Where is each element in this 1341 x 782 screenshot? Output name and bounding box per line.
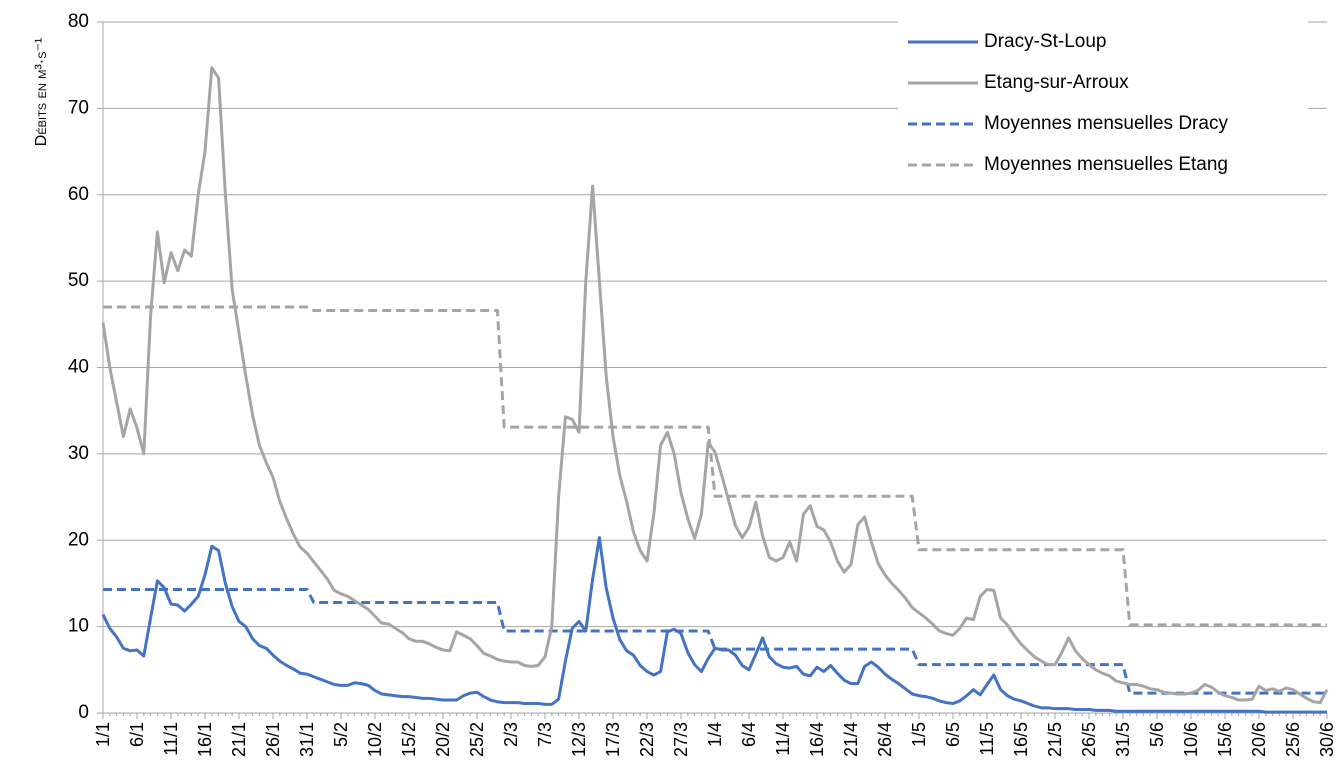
x-tick-label: 16/1 bbox=[195, 722, 215, 757]
x-tick-label: 5/6 bbox=[1147, 722, 1167, 747]
x-tick-label: 31/5 bbox=[1113, 722, 1133, 757]
x-tick-label: 5/2 bbox=[331, 722, 351, 747]
x-tick-label: 20/6 bbox=[1249, 722, 1269, 757]
y-tick-label: 10 bbox=[68, 616, 89, 637]
x-tick-label: 26/5 bbox=[1079, 722, 1099, 757]
x-tick-label: 27/3 bbox=[671, 722, 691, 757]
x-tick-label: 1/1 bbox=[93, 722, 113, 747]
y-tick-label: 80 bbox=[68, 11, 89, 32]
x-tick-label: 25/2 bbox=[467, 722, 487, 757]
x-tick-label: 6/1 bbox=[127, 722, 147, 747]
legend-label: Moyennes mensuelles Dracy bbox=[984, 113, 1228, 134]
x-tick-label: 10/6 bbox=[1181, 722, 1201, 757]
x-tick-label: 26/1 bbox=[263, 722, 283, 757]
x-tick-label: 21/1 bbox=[229, 722, 249, 757]
x-tick-label: 21/5 bbox=[1045, 722, 1065, 757]
x-tick-label: 11/1 bbox=[161, 722, 181, 756]
legend-label: Etang-sur-Arroux bbox=[984, 72, 1129, 93]
series-line bbox=[101, 66, 1329, 705]
x-tick-label: 15/2 bbox=[399, 722, 419, 757]
x-tick-label: 6/4 bbox=[739, 722, 759, 747]
y-tick-label: 70 bbox=[68, 97, 89, 118]
series-line bbox=[103, 305, 1327, 627]
x-tick-label: 26/4 bbox=[875, 722, 895, 757]
y-axis-label: Débits en m³·s⁻¹ bbox=[33, 38, 50, 146]
y-tick-label: 0 bbox=[78, 702, 89, 723]
x-tick-label: 20/2 bbox=[433, 722, 453, 757]
x-tick-label: 31/1 bbox=[297, 722, 317, 757]
series-line bbox=[103, 587, 1327, 695]
legend-label: Moyennes mensuelles Etang bbox=[984, 154, 1228, 175]
x-tick-label: 10/2 bbox=[365, 722, 385, 757]
x-tick-label: 16/4 bbox=[807, 722, 827, 757]
x-tick-label: 2/3 bbox=[501, 722, 521, 747]
x-tick-label: 11/4 bbox=[773, 722, 793, 756]
series-line bbox=[101, 536, 1327, 714]
x-tick-label: 11/5 bbox=[977, 722, 997, 756]
x-tick-label: 21/4 bbox=[841, 722, 861, 757]
x-tick-label: 6/5 bbox=[943, 722, 963, 747]
x-tick-label: 15/6 bbox=[1215, 722, 1235, 757]
x-tick-label: 1/5 bbox=[909, 722, 929, 747]
x-tick-label: 16/5 bbox=[1011, 722, 1031, 757]
x-tick-label: 7/3 bbox=[535, 722, 555, 747]
y-tick-label: 20 bbox=[68, 529, 89, 550]
x-tick-label: 30/6 bbox=[1317, 722, 1337, 757]
y-tick-label: 50 bbox=[68, 270, 89, 291]
y-tick-label: 60 bbox=[68, 184, 89, 205]
x-tick-label: 1/4 bbox=[705, 722, 725, 747]
legend-label: Dracy-St-Loup bbox=[984, 31, 1107, 52]
x-tick-label: 17/3 bbox=[603, 722, 623, 757]
x-tick-label: 12/3 bbox=[569, 722, 589, 757]
x-tick-label: 22/3 bbox=[637, 722, 657, 757]
y-tick-label: 30 bbox=[68, 443, 89, 464]
y-tick-label: 40 bbox=[68, 357, 89, 378]
x-tick-label: 25/6 bbox=[1283, 722, 1303, 757]
